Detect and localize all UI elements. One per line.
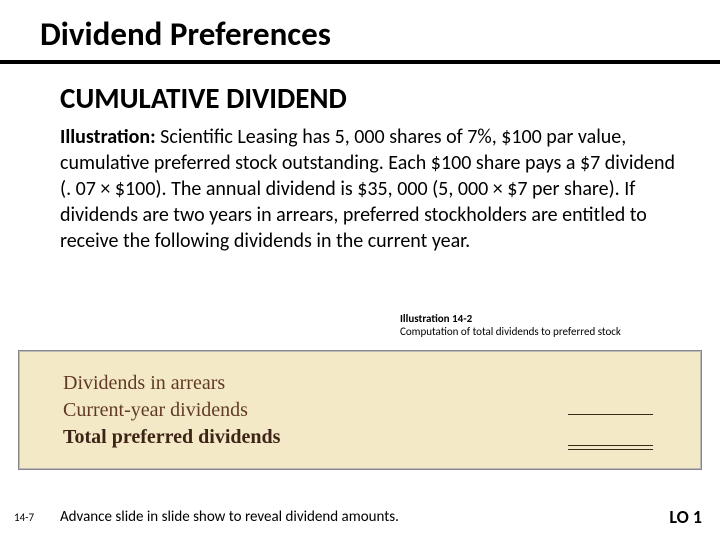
illustration-caption: Illustration 14-2 Computation of total d… [400, 312, 700, 338]
learning-objective: LO 1 [669, 506, 720, 528]
paragraph-lead: Illustration: [60, 125, 156, 149]
total-label: Total preferred dividends [63, 424, 543, 451]
section-heading: CUMULATIVE DIVIDEND [0, 80, 720, 124]
table-row: Dividends in arrears [63, 370, 653, 397]
illustration-paragraph: Illustration: Scientific Leasing has 5, … [0, 124, 720, 254]
slide-title: Dividend Preferences [0, 0, 720, 64]
slide-footer: 14-7 Advance slide in slide show to reve… [0, 506, 720, 528]
illustration-caption-bold: Illustration 14-2 [400, 312, 472, 325]
footer-note: Advance slide in slide show to reveal di… [60, 508, 669, 526]
illustration-caption-text: Computation of total dividends to prefer… [400, 325, 621, 338]
underline [568, 414, 653, 415]
table-row-total: Total preferred dividends [63, 424, 653, 451]
dividend-table: Dividends in arrears Current-year divide… [18, 350, 702, 470]
double-rule-1 [568, 445, 653, 446]
row-label: Dividends in arrears [63, 370, 543, 397]
page-number: 14-7 [0, 511, 60, 524]
table-row: Current-year dividends [63, 397, 653, 424]
row-label: Current-year dividends [63, 397, 543, 424]
double-rule-2 [568, 449, 653, 450]
